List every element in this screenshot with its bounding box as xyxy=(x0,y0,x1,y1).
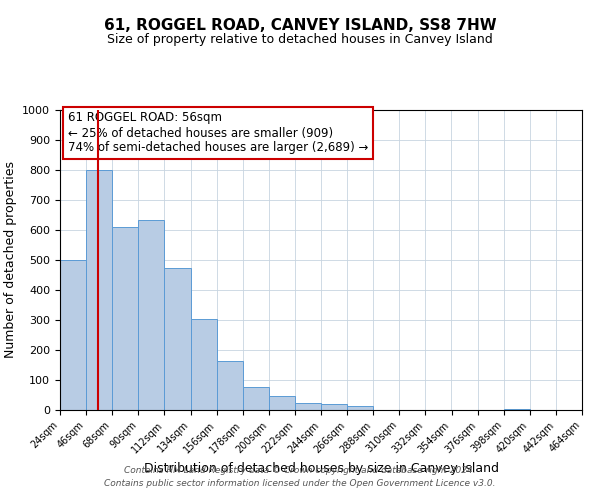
Bar xyxy=(269,396,295,410)
Bar xyxy=(164,268,191,410)
Text: Contains HM Land Registry data © Crown copyright and database right 2024.
Contai: Contains HM Land Registry data © Crown c… xyxy=(104,466,496,487)
Bar xyxy=(112,227,139,410)
Y-axis label: Number of detached properties: Number of detached properties xyxy=(4,162,17,358)
Bar xyxy=(295,402,321,410)
Bar xyxy=(191,318,217,410)
Bar xyxy=(217,362,242,410)
X-axis label: Distribution of detached houses by size in Canvey Island: Distribution of detached houses by size … xyxy=(143,462,499,474)
Bar xyxy=(347,406,373,410)
Text: Size of property relative to detached houses in Canvey Island: Size of property relative to detached ho… xyxy=(107,32,493,46)
Bar xyxy=(321,404,347,410)
Bar xyxy=(60,260,86,410)
Bar xyxy=(138,220,164,410)
Text: 61 ROGGEL ROAD: 56sqm
← 25% of detached houses are smaller (909)
74% of semi-det: 61 ROGGEL ROAD: 56sqm ← 25% of detached … xyxy=(68,112,368,154)
Text: 61, ROGGEL ROAD, CANVEY ISLAND, SS8 7HW: 61, ROGGEL ROAD, CANVEY ISLAND, SS8 7HW xyxy=(104,18,496,32)
Bar xyxy=(86,170,112,410)
Bar xyxy=(503,409,530,410)
Bar xyxy=(242,386,269,410)
